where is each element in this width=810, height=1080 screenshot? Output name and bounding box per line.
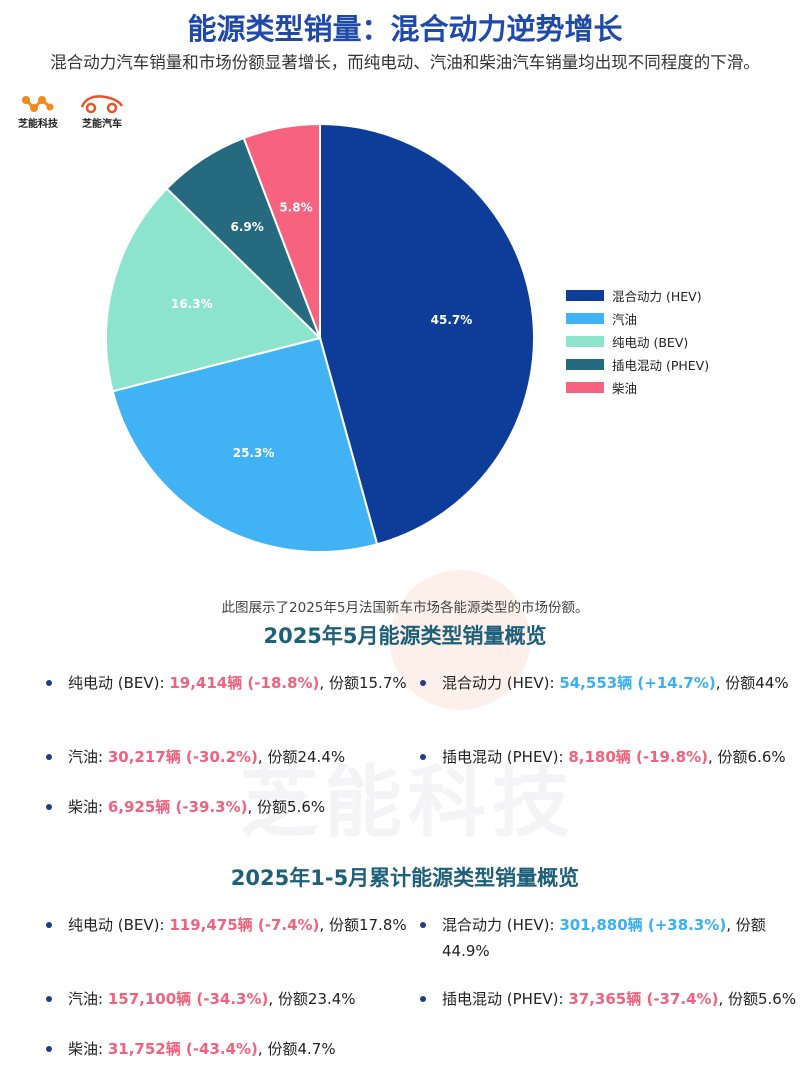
legend-item-3: 插电混动 (PHEV) [566,353,709,376]
legend-label: 插电混动 (PHEV) [612,358,710,373]
chart-legend: 混合动力 (HEV) 汽油纯电动 (BEV) 插电混动 (PHEV) 柴油 [566,284,709,399]
item-label: 插电混动 (PHEV): [442,990,569,1008]
legend-label: 纯电动 (BEV) [612,335,689,350]
pie-data-label-3: 6.9% [231,220,264,234]
list-item: 插电混动 (PHEV): 37,365辆 (-37.4%), 份额5.6% [418,986,808,1012]
list-item: 汽油: 30,217辆 (-30.2%), 份额24.4% [44,744,418,770]
pie-data-label-1: 25.3% [233,446,275,460]
item-label: 纯电动 (BEV): [68,916,170,934]
logo-group: 芝能科技 芝能汽车 [12,92,128,130]
item-sales: 31,752辆 (-43.4%) [107,1040,258,1058]
legend-item-2: 纯电动 (BEV) [566,330,709,353]
item-share: , 份额4.7% [257,1040,336,1058]
pie-data-label-0: 45.7% [431,313,473,327]
list-item: 纯电动 (BEV): 19,414辆 (-18.8%), 份额15.7% [44,670,418,696]
item-sales: 6,925辆 (-39.3%) [107,798,248,816]
item-share: , 份额24.4% [257,748,346,766]
item-share: , 份额17.8% [319,916,407,934]
section-title-may: 2025年5月能源类型销量概览 [263,624,547,648]
item-sales: 119,475辆 (-7.4%) [169,916,320,934]
page-subtitle: 混合动力汽车销量和市场份额显著增长，而纯电动、汽油和柴油汽车销量均出现不同程度的… [50,53,760,72]
item-share: , 份额5.6% [247,798,326,816]
pie-slice-4 [242,122,321,339]
item-share: , 份额5.6% [718,990,797,1008]
item-share: , 份额15.7% [319,674,407,692]
legend-label: 混合动力 (HEV) [612,289,702,304]
list-item: 纯电动 (BEV): 119,475辆 (-7.4%), 份额17.8% [44,912,418,938]
list-item: 柴油: 31,752辆 (-43.4%), 份额4.7% [44,1036,418,1062]
item-label: 插电混动 (PHEV): [442,748,569,766]
molecule-logo-icon [22,96,54,112]
item-sales: 301,880辆 (+38.3%) [559,916,727,934]
item-label: 柴油: [68,798,108,816]
item-label: 纯电动 (BEV): [68,674,170,692]
item-label: 汽油: [68,990,108,1008]
logo-label: 芝能汽车 [82,119,122,130]
pie-slice-1 [111,336,379,553]
watermark-text: 芝能科技 [240,758,577,848]
item-label: 混合动力 (HEV): [442,674,560,692]
item-label: 汽油: [68,748,108,766]
item-share: , 份额44% [715,674,789,692]
item-sales: 19,414辆 (-18.8%) [169,674,320,692]
pie-slice-2 [105,187,322,393]
pie-chart: 45.7% 25.3% 16.3% 6.9% 5.8% [105,122,535,553]
legend-swatch [566,382,604,393]
page-title: 能源类型销量：混合动力逆势增长 [187,12,623,46]
pie-data-label-2: 16.3% [171,297,213,311]
legend-label: 柴油 [612,381,638,396]
chart-caption: 此图展示了2025年5月法国新车市场各能源类型的市场份额。 [221,600,589,616]
item-share: , 份额23.4% [268,990,356,1008]
legend-label: 汽油 [612,312,638,327]
list-item: 柴油: 6,925辆 (-39.3%), 份额5.6% [44,794,418,820]
item-label: 柴油: [68,1040,108,1058]
legend-swatch [566,359,604,370]
legend-swatch [566,313,604,324]
list-item: 混合动力 (HEV): 54,553辆 (+14.7%), 份额44% [418,670,808,696]
list-item: 汽油: 157,100辆 (-34.3%), 份额23.4% [44,986,418,1012]
section-title-ytd: 2025年1-5月累计能源类型销量概览 [230,866,580,890]
car-logo-icon [80,95,124,114]
pie-slice-0 [319,122,535,546]
watermark-blob [390,570,530,710]
logo-label: 芝能科技 [18,119,58,130]
item-sales: 37,365辆 (-37.4%) [568,990,719,1008]
item-sales: 8,180辆 (-19.8%) [568,748,709,766]
item-sales: 54,553辆 (+14.7%) [559,674,716,692]
item-sales: 157,100辆 (-34.3%) [107,990,269,1008]
legend-item-0: 混合动力 (HEV) [566,284,709,307]
item-label: 混合动力 (HEV): [442,916,560,934]
list-item: 插电混动 (PHEV): 8,180辆 (-19.8%), 份额6.6% [418,744,808,770]
legend-item-4: 柴油 [566,376,709,399]
item-share: , 份额44.9% [442,916,766,960]
legend-swatch [566,336,604,347]
logo-zhineng-auto: 芝能汽车 [76,92,128,130]
logo-zhineng-tech: 芝能科技 [12,92,64,130]
pie-data-label-4: 5.8% [279,201,312,215]
list-item: 混合动力 (HEV): 301,880辆 (+38.3%), 份额44.9% [418,912,808,964]
item-sales: 30,217辆 (-30.2%) [107,748,258,766]
legend-item-1: 汽油 [566,307,709,330]
item-share: , 份额6.6% [708,748,786,766]
legend-swatch [566,290,604,301]
